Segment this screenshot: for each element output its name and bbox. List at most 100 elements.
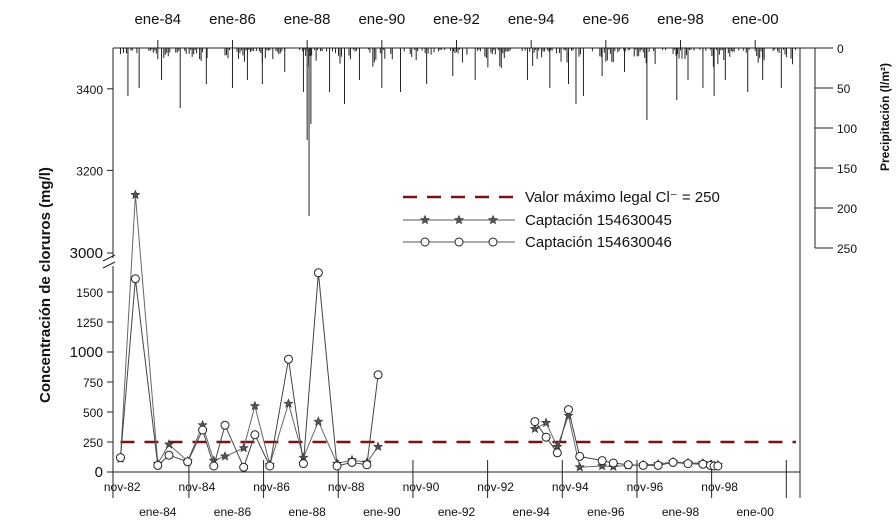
- bottom-tick-label: ene-88: [288, 505, 326, 519]
- top-tick-label: ene-98: [657, 11, 704, 28]
- bottom-tick-label: nov-84: [179, 480, 216, 494]
- series-2-point: [653, 460, 663, 470]
- legend-series-2-marker: [454, 237, 464, 247]
- series-2-point: [623, 460, 633, 470]
- precipitation-bars: [119, 48, 797, 216]
- plot-frame: [102, 47, 801, 498]
- series-2-point: [183, 457, 193, 467]
- series-2-point: [130, 274, 140, 284]
- series-2-point: [575, 451, 585, 461]
- series-1-point: [574, 461, 585, 472]
- bottom-tick-label: nov-86: [253, 480, 290, 494]
- y-tick-label: 1000: [70, 344, 103, 361]
- series-2-point: [313, 268, 323, 278]
- series-2-point: [153, 460, 163, 470]
- series-1-point: [541, 417, 552, 428]
- series-2-point: [239, 462, 249, 472]
- series-2-point: [265, 461, 275, 471]
- bottom-tick-label: ene-94: [512, 505, 550, 519]
- bottom-tick-label: nov-88: [328, 480, 365, 494]
- series-2-point: [683, 459, 693, 469]
- series-2-point: [220, 420, 230, 430]
- legend: Valor máximo legal Cl⁻ = 250 Captación 1…: [403, 189, 720, 251]
- series-2-point: [164, 450, 174, 460]
- legend-series-1-label: Captación 154630045: [525, 212, 672, 229]
- series-1-point: [597, 460, 608, 471]
- bottom-tick-label: nov-92: [477, 480, 514, 494]
- series-2-line: [120, 272, 379, 469]
- axis-break-mark: [102, 254, 116, 262]
- bottom-tick-label: nov-82: [104, 480, 141, 494]
- bottom-tick-label: ene-00: [737, 505, 775, 519]
- series-2-point: [373, 370, 383, 380]
- series-1-point: [283, 398, 294, 408]
- series-2-point: [250, 430, 260, 440]
- top-tick-label: ene-92: [433, 11, 480, 28]
- series-2-point: [347, 457, 357, 467]
- top-tick-label: ene-96: [582, 11, 629, 28]
- top-tick-label: ene-90: [358, 11, 405, 28]
- legend-series-1-marker: [419, 214, 431, 225]
- precipitation-tick-label: 150: [837, 162, 857, 176]
- bottom-tick-label: nov-90: [403, 480, 440, 494]
- top-tick-label: ene-94: [508, 11, 555, 28]
- top-tick-label: ene-84: [134, 11, 181, 28]
- y-tick-label: 250: [83, 436, 103, 450]
- legend-reference-label: Valor máximo legal Cl⁻ = 250: [525, 189, 720, 206]
- series-2-point: [668, 457, 678, 467]
- top-tick-label: ene-00: [732, 11, 779, 28]
- series-2-point: [608, 458, 618, 468]
- series-2-point: [530, 417, 540, 427]
- precipitation-tick-label: 50: [837, 82, 851, 96]
- legend-series-2-marker: [488, 237, 498, 247]
- series-2-point: [564, 405, 574, 415]
- series-2-point: [638, 460, 648, 470]
- bottom-tick-label: ene-96: [587, 505, 625, 519]
- precipitation-axis-label: Precipitación (l/m²): [878, 63, 892, 171]
- bottom-tick-label: ene-92: [438, 505, 476, 519]
- legend-series-1-marker: [453, 214, 465, 225]
- y-tick-label: 3000: [70, 245, 103, 262]
- legend-series-2-label: Captación 154630046: [525, 234, 672, 251]
- bottom-tick-label: nov-98: [701, 480, 738, 494]
- y-tick-label: 500: [83, 406, 103, 420]
- series-2-line: [534, 409, 718, 467]
- series-1-point: [313, 416, 324, 426]
- series-2-point: [541, 432, 551, 442]
- series-1-point: [373, 441, 384, 452]
- legend-series-2-marker: [420, 237, 430, 247]
- y-tick-label: 3200: [76, 164, 103, 178]
- axis-break-mark: [102, 261, 116, 269]
- series-2-point: [198, 425, 208, 435]
- series-2-point: [713, 461, 723, 471]
- top-tick-label: ene-86: [209, 11, 256, 28]
- series-1-point: [249, 400, 260, 411]
- bottom-tick-label: nov-94: [552, 480, 589, 494]
- series-2-point: [698, 459, 708, 469]
- series-2-point: [332, 461, 342, 471]
- y-tick-label: 1500: [76, 286, 103, 300]
- series-2-point: [115, 453, 125, 463]
- series-2-point: [209, 461, 219, 471]
- precipitation-tick-label: 100: [837, 122, 857, 136]
- series-1-point: [529, 423, 540, 434]
- bottom-tick-label: nov-96: [627, 480, 664, 494]
- series-1-point: [219, 451, 231, 461]
- bottom-tick-label: ene-84: [139, 505, 177, 519]
- series-2-point: [362, 460, 372, 470]
- top-tick-label: ene-88: [284, 11, 331, 28]
- legend-series-1-marker: [487, 214, 499, 225]
- series-2-point: [597, 456, 607, 466]
- series-2-point: [298, 459, 308, 469]
- precipitation-tick-label: 250: [837, 242, 857, 256]
- series-2-point: [552, 448, 562, 458]
- series-1-point: [238, 442, 249, 453]
- y-axis-label: Concentración de cloruros (mg/l): [37, 167, 54, 403]
- series-layer: [115, 189, 723, 472]
- y-tick-label: 750: [83, 376, 103, 390]
- y-tick-label: 0: [95, 464, 103, 481]
- series-1-point: [163, 439, 175, 449]
- series-1-line: [120, 194, 379, 467]
- series-1-point: [130, 189, 141, 200]
